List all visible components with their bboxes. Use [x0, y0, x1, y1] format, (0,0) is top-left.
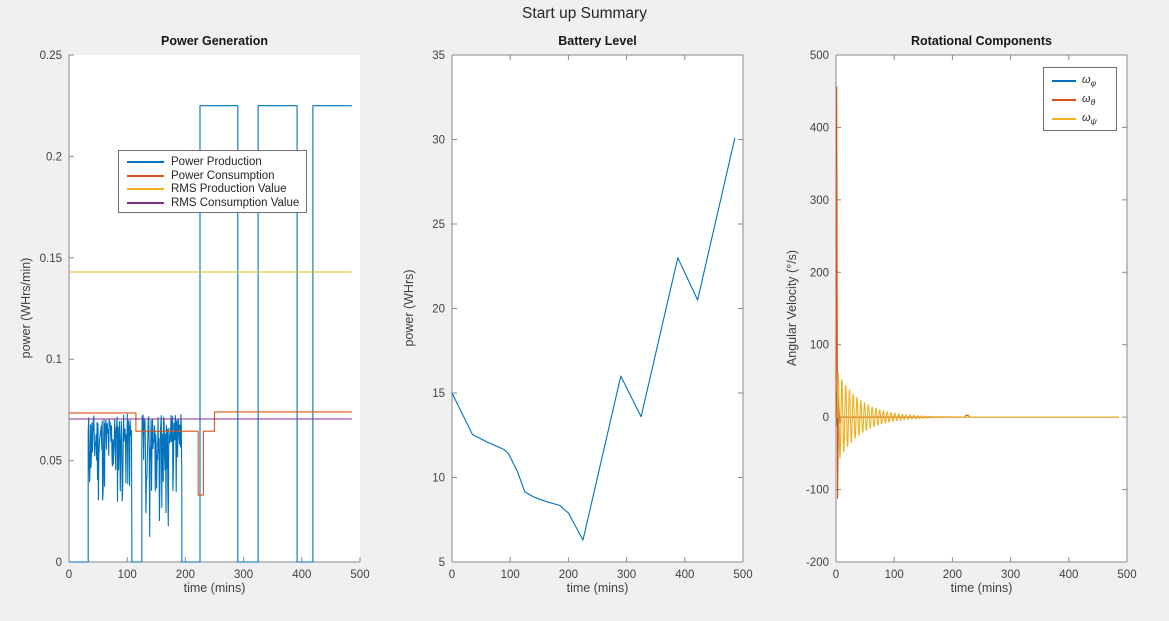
legend-item: Power Production — [127, 155, 306, 169]
y-tick-label: 30 — [432, 135, 445, 147]
legend-line-sample — [127, 160, 164, 163]
legend-label: ωφ — [1082, 73, 1097, 88]
y-tick-label: 15 — [432, 388, 445, 400]
x-tick-label: 300 — [234, 569, 253, 581]
y-tick-label: 0 — [56, 557, 62, 569]
legend-power-generation: Power Production Power Consumption RMS Pro… — [118, 150, 307, 213]
series-omega-psi — [836, 372, 1119, 459]
x-axis-label-2: time (mins) — [566, 581, 629, 595]
legend-item: ωθ — [1052, 90, 1116, 109]
legend-label: RMS Production Value — [171, 183, 287, 196]
x-tick-label: 200 — [176, 569, 195, 581]
y-tick-label: -200 — [806, 557, 829, 569]
y-tick-label: 0.05 — [40, 456, 62, 468]
y-axis-label-1: power (WHrs/min) — [19, 257, 33, 359]
y-tick-label: 300 — [810, 195, 829, 207]
x-tick-label: 500 — [350, 569, 369, 581]
y-tick-label: 25 — [432, 219, 445, 231]
y-tick-label: 0 — [823, 412, 829, 424]
legend-label: ωψ — [1082, 112, 1097, 127]
x-tick-label: 200 — [943, 569, 962, 581]
plot-area-0 — [69, 55, 360, 562]
x-tick-label: 300 — [1001, 569, 1020, 581]
y-tick-label: 0.25 — [40, 50, 62, 62]
legend-label: Power Production — [171, 155, 262, 168]
x-tick-label: 0 — [449, 569, 455, 581]
legend-label: ωθ — [1082, 92, 1096, 108]
y-tick-label: -100 — [806, 485, 829, 497]
chart-1: 0 100 200 300 400 500 5 10 15 20 25 30 35 — [432, 50, 752, 581]
chart-title-power-generation: Power Generation — [161, 34, 268, 48]
plot-area-1 — [452, 55, 743, 562]
legend-item: ωψ — [1052, 110, 1116, 129]
y-tick-label: 35 — [432, 50, 445, 62]
x-tick-label: 400 — [675, 569, 694, 581]
chart-title-battery-level: Battery Level — [558, 34, 637, 48]
x-tick-label: 0 — [833, 569, 839, 581]
legend-label: Power Consumption — [171, 169, 275, 182]
x-tick-label: 0 — [66, 569, 72, 581]
y-axis-label-2: power (WHrs) — [402, 269, 416, 347]
x-tick-label: 100 — [501, 569, 520, 581]
x-axis-label-1: time (mins) — [183, 581, 246, 595]
chart-2: 0 100 200 300 400 500 -200 -100 0 100 200 300 400 500 — [806, 50, 1137, 581]
legend-rotational-components: ωφ ωθ ωψ — [1043, 67, 1117, 131]
legend-line-sample — [127, 202, 164, 205]
y-tick-label: 200 — [810, 267, 829, 279]
x-tick-label: 200 — [559, 569, 578, 581]
y-tick-label: 20 — [432, 304, 445, 316]
legend-item: RMS Production Value — [127, 183, 306, 197]
x-tick-label: 400 — [1059, 569, 1078, 581]
legend-item: ωφ — [1052, 71, 1116, 90]
x-tick-label: 500 — [733, 569, 752, 581]
y-tick-label: 5 — [439, 557, 445, 569]
plot-area-2 — [836, 55, 1127, 562]
legend-label: RMS Consumption Value — [171, 197, 300, 210]
legend-line-sample — [1052, 98, 1076, 101]
y-tick-label: 10 — [432, 473, 445, 485]
x-tick-label: 400 — [292, 569, 311, 581]
legend-item: RMS Consumption Value — [127, 196, 306, 210]
y-tick-label: 100 — [810, 340, 829, 352]
figure-title: Start up Summary — [522, 5, 647, 22]
y-tick-label: 0.15 — [40, 253, 62, 265]
series-power-consumption — [69, 411, 352, 496]
y-tick-label: 500 — [810, 50, 829, 62]
x-tick-label: 500 — [1117, 569, 1136, 581]
series-battery-level — [451, 137, 736, 541]
chart-0: 0 100 200 300 400 500 0 0.05 0.1 0.15 0.2 0.25 — [40, 50, 370, 581]
legend-line-sample — [1052, 118, 1076, 121]
legend-line-sample — [127, 188, 164, 191]
x-tick-label: 100 — [118, 569, 137, 581]
y-tick-label: 0.2 — [46, 151, 62, 163]
legend-line-sample — [127, 174, 164, 177]
legend-item: Power Consumption — [127, 169, 306, 183]
chart-title-rotational-components: Rotational Components — [911, 34, 1052, 48]
y-tick-label: 0.1 — [46, 354, 62, 366]
y-axis-label-3: Angular Velocity (°/s) — [785, 249, 799, 367]
x-axis-label-3: time (mins) — [950, 581, 1013, 595]
y-tick-label: 400 — [810, 122, 829, 134]
legend-line-sample — [1052, 79, 1076, 82]
x-tick-label: 300 — [617, 569, 636, 581]
x-tick-label: 100 — [885, 569, 904, 581]
series-power-production — [69, 105, 352, 563]
